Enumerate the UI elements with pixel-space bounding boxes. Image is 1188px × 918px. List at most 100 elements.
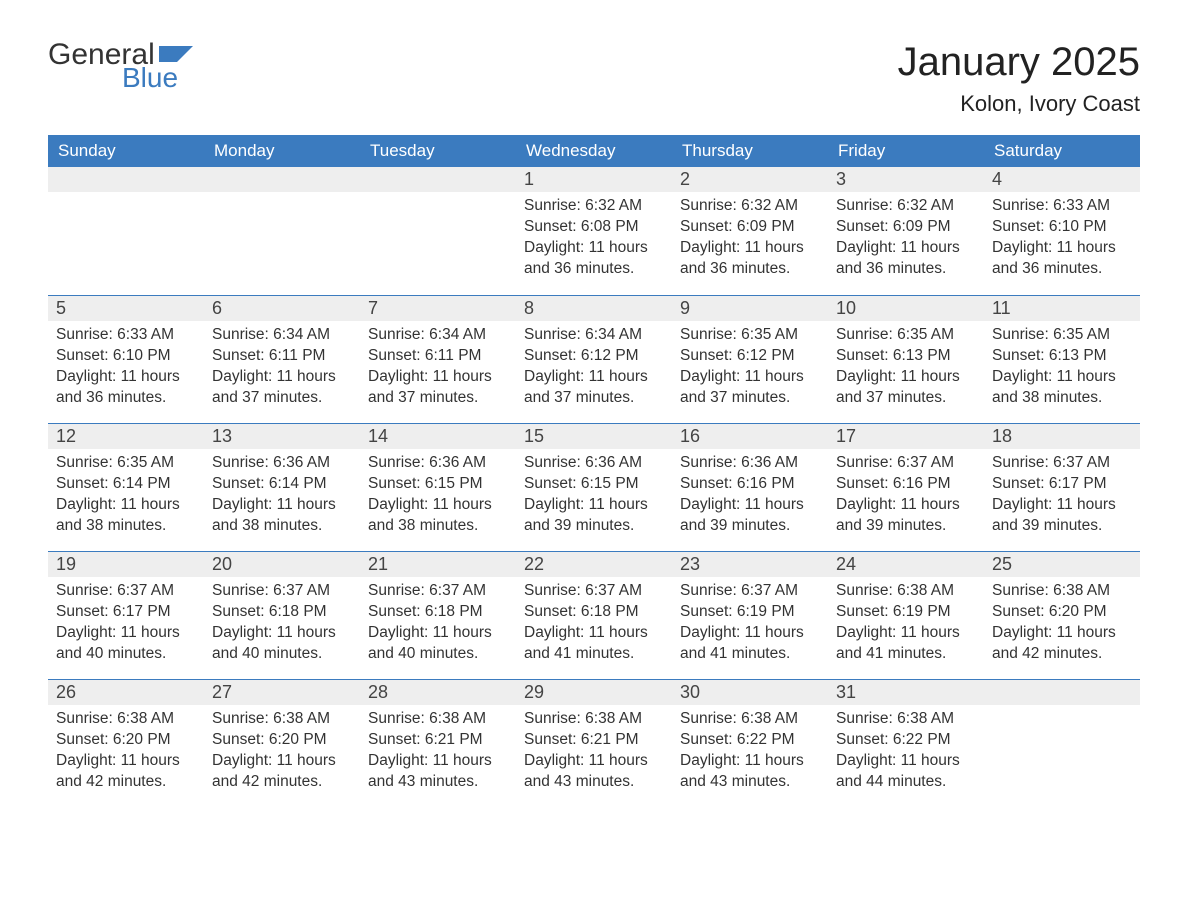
day-number: 4 [984,167,1140,192]
calendar-week-row: 5Sunrise: 6:33 AMSunset: 6:10 PMDaylight… [48,295,1140,423]
calendar-day-cell: 25Sunrise: 6:38 AMSunset: 6:20 PMDayligh… [984,551,1140,679]
day-details: Sunrise: 6:38 AMSunset: 6:20 PMDaylight:… [48,705,204,801]
day-number: 13 [204,423,360,449]
day-number: 29 [516,679,672,705]
day-number: 1 [516,167,672,192]
calendar-day-cell: 13Sunrise: 6:36 AMSunset: 6:14 PMDayligh… [204,423,360,551]
day-details: Sunrise: 6:38 AMSunset: 6:20 PMDaylight:… [984,577,1140,673]
month-title: January 2025 [898,40,1140,85]
day-details: Sunrise: 6:38 AMSunset: 6:22 PMDaylight:… [672,705,828,801]
day-details: Sunrise: 6:34 AMSunset: 6:11 PMDaylight:… [204,321,360,417]
page-header: General Blue January 2025 Kolon, Ivory C… [48,40,1140,117]
day-number: 6 [204,295,360,321]
day-number: 23 [672,551,828,577]
calendar-day-cell: 29Sunrise: 6:38 AMSunset: 6:21 PMDayligh… [516,679,672,807]
day-number: 22 [516,551,672,577]
calendar-day-cell: 6Sunrise: 6:34 AMSunset: 6:11 PMDaylight… [204,295,360,423]
day-number: 8 [516,295,672,321]
weekday-header: Thursday [672,135,828,167]
day-number: 26 [48,679,204,705]
weekday-header: Friday [828,135,984,167]
day-details: Sunrise: 6:33 AMSunset: 6:10 PMDaylight:… [48,321,204,417]
day-number: 7 [360,295,516,321]
day-details: Sunrise: 6:34 AMSunset: 6:12 PMDaylight:… [516,321,672,417]
calendar-day-cell: 31Sunrise: 6:38 AMSunset: 6:22 PMDayligh… [828,679,984,807]
logo-word-2: Blue [122,64,193,92]
calendar-day-cell: 15Sunrise: 6:36 AMSunset: 6:15 PMDayligh… [516,423,672,551]
calendar-week-row: 26Sunrise: 6:38 AMSunset: 6:20 PMDayligh… [48,679,1140,807]
day-number: 27 [204,679,360,705]
day-number: 2 [672,167,828,192]
calendar-day-cell: 2Sunrise: 6:32 AMSunset: 6:09 PMDaylight… [672,167,828,295]
day-details: Sunrise: 6:37 AMSunset: 6:18 PMDaylight:… [204,577,360,673]
weekday-header: Monday [204,135,360,167]
weekday-header: Sunday [48,135,204,167]
calendar-day-cell: 7Sunrise: 6:34 AMSunset: 6:11 PMDaylight… [360,295,516,423]
day-number [48,167,204,192]
day-number: 31 [828,679,984,705]
day-details: Sunrise: 6:36 AMSunset: 6:15 PMDaylight:… [360,449,516,545]
day-number: 14 [360,423,516,449]
calendar-day-cell: 1Sunrise: 6:32 AMSunset: 6:08 PMDaylight… [516,167,672,295]
calendar-day-cell: 30Sunrise: 6:38 AMSunset: 6:22 PMDayligh… [672,679,828,807]
day-number: 24 [828,551,984,577]
calendar-day-cell: 23Sunrise: 6:37 AMSunset: 6:19 PMDayligh… [672,551,828,679]
calendar-week-row: 19Sunrise: 6:37 AMSunset: 6:17 PMDayligh… [48,551,1140,679]
calendar-day-cell: 28Sunrise: 6:38 AMSunset: 6:21 PMDayligh… [360,679,516,807]
day-number: 25 [984,551,1140,577]
day-details: Sunrise: 6:35 AMSunset: 6:13 PMDaylight:… [828,321,984,417]
day-details: Sunrise: 6:38 AMSunset: 6:19 PMDaylight:… [828,577,984,673]
weekday-header: Tuesday [360,135,516,167]
day-details: Sunrise: 6:37 AMSunset: 6:17 PMDaylight:… [48,577,204,673]
calendar-day-cell: 5Sunrise: 6:33 AMSunset: 6:10 PMDaylight… [48,295,204,423]
day-number: 9 [672,295,828,321]
day-details: Sunrise: 6:36 AMSunset: 6:16 PMDaylight:… [672,449,828,545]
calendar-day-cell: 21Sunrise: 6:37 AMSunset: 6:18 PMDayligh… [360,551,516,679]
calendar-day-cell: 24Sunrise: 6:38 AMSunset: 6:19 PMDayligh… [828,551,984,679]
day-details: Sunrise: 6:32 AMSunset: 6:08 PMDaylight:… [516,192,672,288]
day-details: Sunrise: 6:37 AMSunset: 6:19 PMDaylight:… [672,577,828,673]
calendar-day-cell [48,167,204,295]
calendar-day-cell: 9Sunrise: 6:35 AMSunset: 6:12 PMDaylight… [672,295,828,423]
title-block: January 2025 Kolon, Ivory Coast [898,40,1140,117]
day-details: Sunrise: 6:38 AMSunset: 6:21 PMDaylight:… [360,705,516,801]
calendar-day-cell: 4Sunrise: 6:33 AMSunset: 6:10 PMDaylight… [984,167,1140,295]
calendar-day-cell: 11Sunrise: 6:35 AMSunset: 6:13 PMDayligh… [984,295,1140,423]
day-details: Sunrise: 6:32 AMSunset: 6:09 PMDaylight:… [828,192,984,288]
day-details: Sunrise: 6:35 AMSunset: 6:14 PMDaylight:… [48,449,204,545]
day-details: Sunrise: 6:34 AMSunset: 6:11 PMDaylight:… [360,321,516,417]
calendar-day-cell [984,679,1140,807]
day-number [360,167,516,192]
day-details: Sunrise: 6:37 AMSunset: 6:18 PMDaylight:… [360,577,516,673]
calendar-day-cell: 27Sunrise: 6:38 AMSunset: 6:20 PMDayligh… [204,679,360,807]
day-number: 11 [984,295,1140,321]
day-number: 21 [360,551,516,577]
day-details: Sunrise: 6:36 AMSunset: 6:14 PMDaylight:… [204,449,360,545]
calendar-day-cell [204,167,360,295]
weekday-header: Wednesday [516,135,672,167]
day-details: Sunrise: 6:38 AMSunset: 6:21 PMDaylight:… [516,705,672,801]
day-number: 17 [828,423,984,449]
calendar-week-row: 1Sunrise: 6:32 AMSunset: 6:08 PMDaylight… [48,167,1140,295]
day-details: Sunrise: 6:37 AMSunset: 6:16 PMDaylight:… [828,449,984,545]
day-number [204,167,360,192]
day-number: 15 [516,423,672,449]
day-number: 16 [672,423,828,449]
weekday-header-row: SundayMondayTuesdayWednesdayThursdayFrid… [48,135,1140,167]
calendar-week-row: 12Sunrise: 6:35 AMSunset: 6:14 PMDayligh… [48,423,1140,551]
day-number: 3 [828,167,984,192]
calendar-day-cell: 14Sunrise: 6:36 AMSunset: 6:15 PMDayligh… [360,423,516,551]
calendar-day-cell: 12Sunrise: 6:35 AMSunset: 6:14 PMDayligh… [48,423,204,551]
calendar-day-cell: 20Sunrise: 6:37 AMSunset: 6:18 PMDayligh… [204,551,360,679]
day-details: Sunrise: 6:38 AMSunset: 6:22 PMDaylight:… [828,705,984,801]
day-number: 18 [984,423,1140,449]
day-number: 28 [360,679,516,705]
day-details: Sunrise: 6:37 AMSunset: 6:18 PMDaylight:… [516,577,672,673]
calendar-thead: SundayMondayTuesdayWednesdayThursdayFrid… [48,135,1140,167]
calendar-day-cell: 26Sunrise: 6:38 AMSunset: 6:20 PMDayligh… [48,679,204,807]
day-number: 10 [828,295,984,321]
calendar-day-cell: 10Sunrise: 6:35 AMSunset: 6:13 PMDayligh… [828,295,984,423]
logo: General Blue [48,40,193,92]
calendar-day-cell: 19Sunrise: 6:37 AMSunset: 6:17 PMDayligh… [48,551,204,679]
calendar-day-cell: 22Sunrise: 6:37 AMSunset: 6:18 PMDayligh… [516,551,672,679]
